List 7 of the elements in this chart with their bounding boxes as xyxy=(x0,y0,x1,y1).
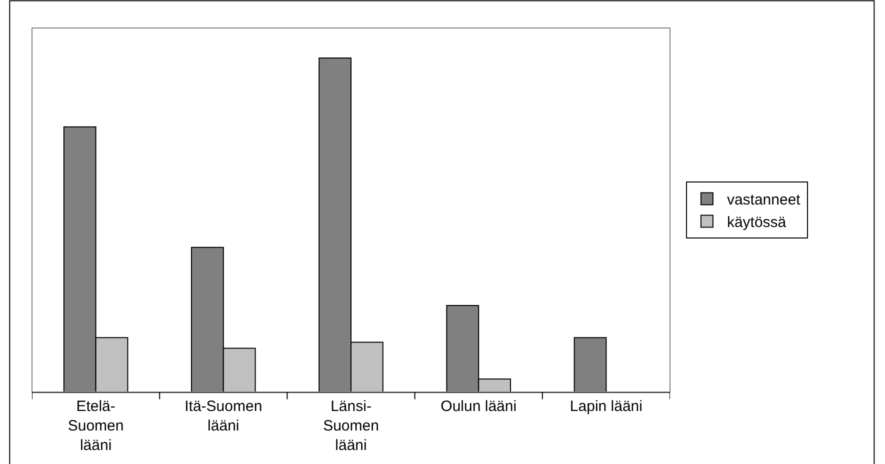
x-tick-label: Etelä-Suomen lääni xyxy=(68,398,124,454)
x-tick-label: Lapin lääni xyxy=(570,398,642,415)
legend-label: käytössä xyxy=(726,214,787,232)
x-tick-label: Itä-Suomen lääni xyxy=(184,398,262,434)
x-tick-label: Länsi-Suomen lääni xyxy=(323,398,379,454)
x-tick-label: Oulun lääni xyxy=(440,398,517,415)
legend-label: vastanneet xyxy=(726,192,802,209)
